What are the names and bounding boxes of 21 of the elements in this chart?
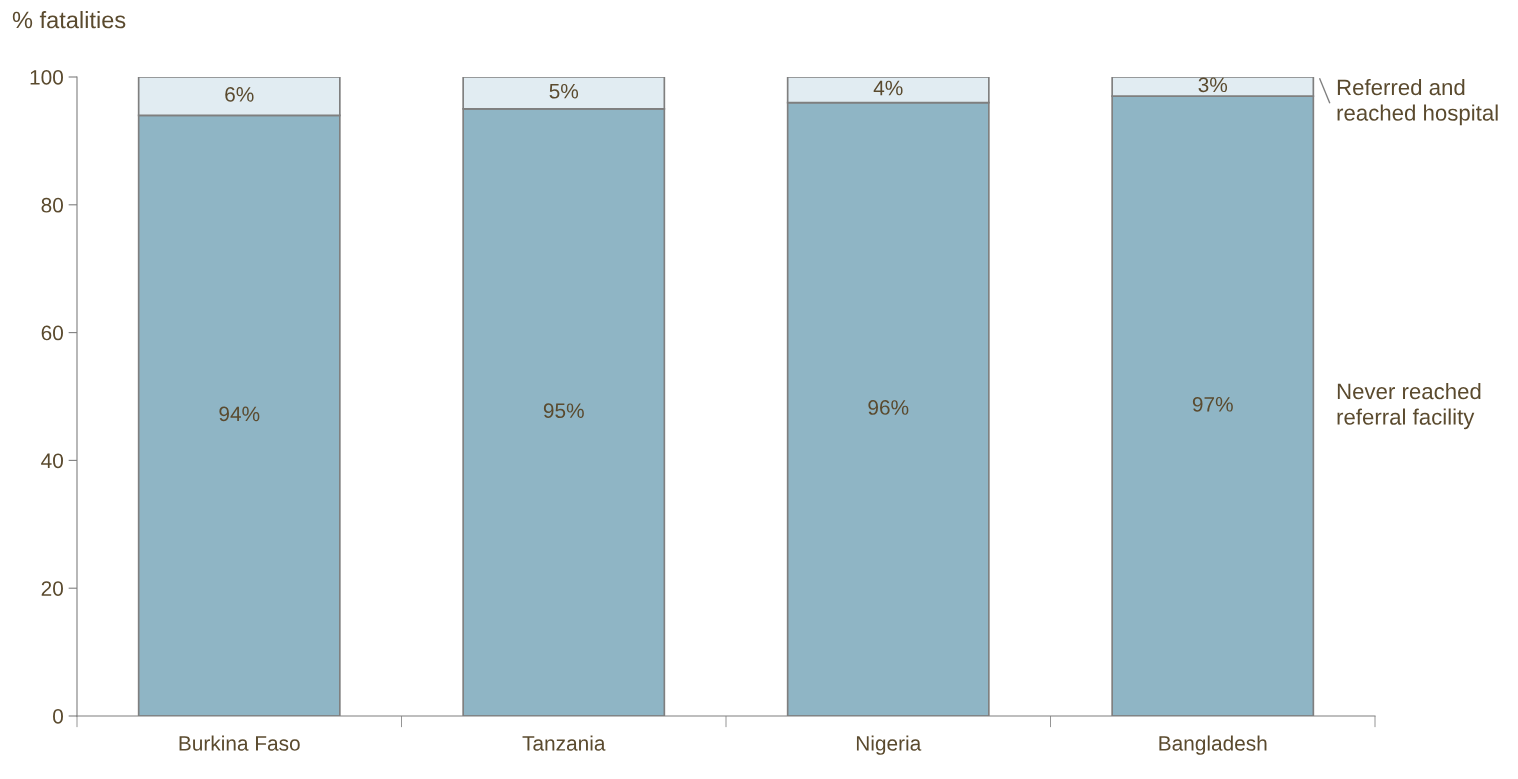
- x-tick-label: Burkina Faso: [179, 735, 300, 751]
- legend-label: Referred and reached hospital: [1337, 78, 1498, 126]
- series-label: Never reached referral facility: [1337, 382, 1481, 430]
- data-label: 5%: [549, 83, 579, 99]
- y-tick-label: 40: [41, 453, 63, 469]
- data-label: 94%: [219, 406, 260, 422]
- y-tick-label: 80: [41, 197, 63, 213]
- x-tick-label: Bangladesh: [1159, 735, 1267, 755]
- data-label: 6%: [225, 87, 254, 102]
- data-label: 3%: [1198, 77, 1228, 93]
- y-axis-title: % fatalities: [12, 11, 126, 29]
- y-tick-label: 0: [53, 709, 63, 724]
- data-label: 95%: [543, 403, 584, 419]
- data-label: 96%: [868, 400, 909, 415]
- data-label: 4%: [873, 80, 903, 96]
- y-tick-label: 100: [30, 70, 63, 85]
- x-tick-label: Nigeria: [856, 735, 922, 755]
- y-tick-label: 20: [41, 581, 63, 596]
- data-label: 97%: [1192, 396, 1233, 412]
- y-tick-label: 60: [41, 325, 63, 341]
- x-tick-label: Tanzania: [522, 735, 606, 751]
